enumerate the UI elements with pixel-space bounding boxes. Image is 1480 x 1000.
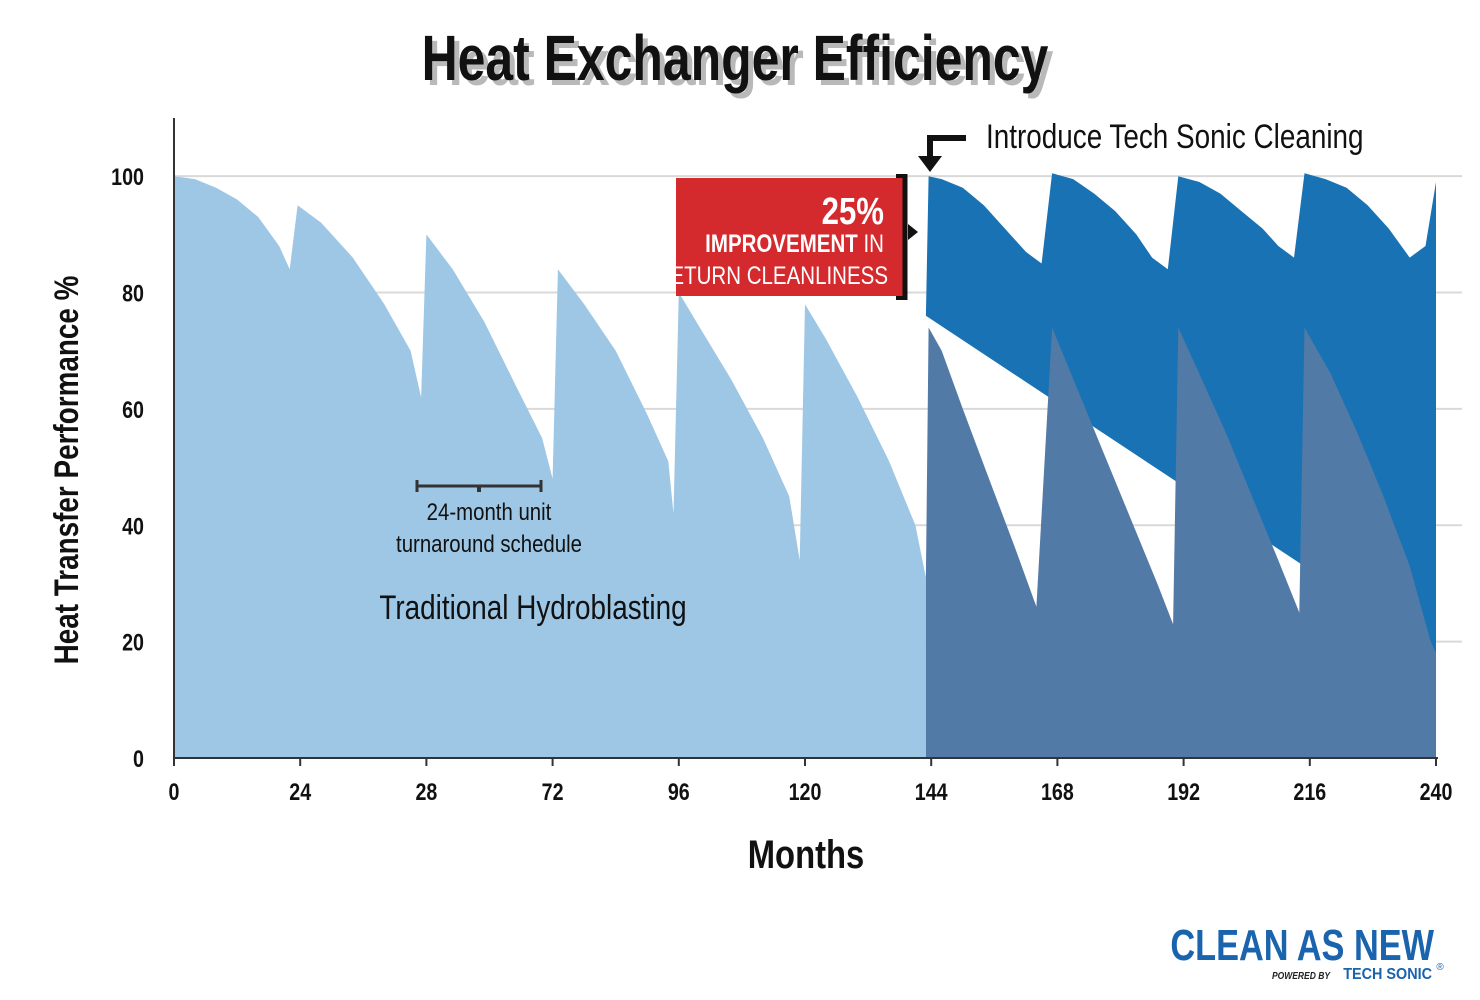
improvement-pointer [908, 224, 918, 240]
y-tick-label: 80 [122, 280, 144, 307]
axis-layer: 0 20 40 60 80 100 0 24 28 72 96 120 144 168 192 216 240 [111, 118, 1452, 805]
x-tick-label: 240 [1420, 778, 1453, 805]
x-tick-label: 0 [169, 778, 180, 805]
chart-title: Heat Exchanger Efficiency Heat Exchanger… [422, 23, 1054, 99]
brand-logo: CLEAN AS NEW POWERED BY TECH SONIC ® [1170, 921, 1444, 983]
x-tick-label: 96 [668, 778, 690, 805]
x-tick-label: 28 [415, 778, 437, 805]
area-series-1 [174, 176, 926, 758]
improvement-percent: 25% [822, 191, 884, 233]
x-tick-label: 72 [542, 778, 564, 805]
logo-powered-by: POWERED BY [1272, 970, 1331, 981]
improvement-space [858, 229, 864, 257]
chart-title-text: Heat Exchanger Efficiency [422, 23, 1049, 94]
logo-registered: ® [1436, 962, 1444, 973]
schedule-bracket [415, 480, 543, 492]
area-series-3 [925, 327, 1436, 758]
x-tick-label: 216 [1293, 778, 1326, 805]
improvement-word: IMPROVEMENT [705, 229, 858, 257]
logo-sub: TECH SONIC [1343, 965, 1432, 983]
x-tick-label: 144 [915, 778, 949, 805]
schedule-label-line1: 24-month unit [427, 498, 552, 525]
y-tick-label: 40 [122, 512, 144, 539]
improvement-in: IN [863, 229, 884, 257]
schedule-label-line2: turnaround schedule [396, 530, 582, 557]
y-tick-label: 20 [122, 629, 144, 656]
callout-arrow [918, 135, 966, 172]
chart-title-shadow: Heat Exchanger Efficiency [427, 28, 1054, 99]
y-tick-label: 100 [111, 163, 144, 190]
method-label: Traditional Hydroblasting [379, 588, 686, 626]
improvement-line3: RETURN CLEANLINESS [656, 261, 888, 289]
y-tick-label: 0 [133, 745, 144, 772]
x-tick-label: 120 [789, 778, 822, 805]
x-tick-label: 168 [1041, 778, 1074, 805]
area-layer [174, 173, 1436, 758]
x-tick-label: 24 [289, 778, 312, 805]
y-tick-label: 60 [122, 396, 144, 423]
y-axis-title: Heat Transfer Performance % [47, 276, 85, 665]
logo-main: CLEAN AS NEW [1170, 921, 1434, 970]
callout-label: Introduce Tech Sonic Cleaning [986, 117, 1364, 155]
x-tick-label: 192 [1167, 778, 1200, 805]
improvement-box: 25% IMPROVEMENT IN RETURN CLEANLINESS [656, 174, 918, 300]
improvement-box-bg [676, 178, 903, 296]
improvement-line2: IMPROVEMENT IN [705, 229, 884, 257]
x-axis-title: Months [748, 832, 865, 877]
